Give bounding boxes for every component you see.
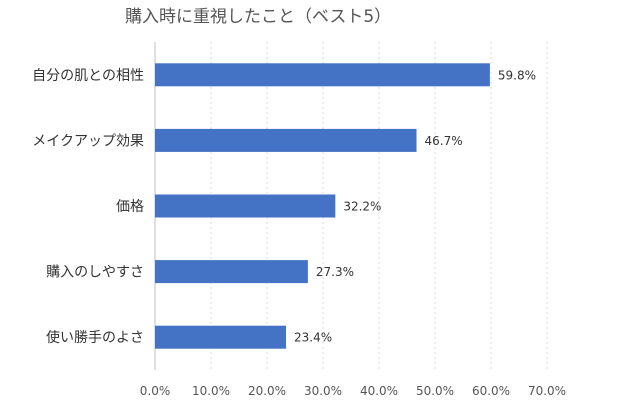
data-label: 23.4% <box>294 331 332 345</box>
category-label: 購入のしやすさ <box>46 265 144 281</box>
data-label: 27.3% <box>316 265 354 279</box>
data-label: 46.7% <box>425 134 463 148</box>
x-tick-label: 10.0% <box>192 384 230 398</box>
x-tick-label: 0.0% <box>140 384 171 398</box>
bar <box>155 260 308 284</box>
data-labels: 59.8% 46.7% 32.2% 27.3% 23.4% <box>294 68 536 344</box>
data-label: 32.2% <box>343 200 381 214</box>
x-tick-label: 40.0% <box>360 384 398 398</box>
x-tick-label: 30.0% <box>304 384 342 398</box>
bar <box>155 63 490 87</box>
bars <box>155 63 490 349</box>
bar <box>155 325 287 349</box>
x-tick-label: 50.0% <box>416 384 454 398</box>
category-label: メイクアップ効果 <box>32 133 144 149</box>
x-tick-label: 70.0% <box>528 384 566 398</box>
chart-title: 購入時に重視したこと（ベスト5） <box>125 7 391 27</box>
x-tick-label: 20.0% <box>248 384 286 398</box>
category-label: 自分の肌との相性 <box>32 68 144 84</box>
bar <box>155 194 336 218</box>
data-label: 59.8% <box>498 68 536 82</box>
x-axis-ticks: 0.0% 10.0% 20.0% 30.0% 40.0% 50.0% 60.0% 70.0% <box>140 384 566 398</box>
category-label: 価格 <box>116 199 144 215</box>
category-label: 使い勝手のよさ <box>46 329 144 346</box>
x-tick-label: 60.0% <box>472 384 510 398</box>
bar <box>155 128 417 152</box>
